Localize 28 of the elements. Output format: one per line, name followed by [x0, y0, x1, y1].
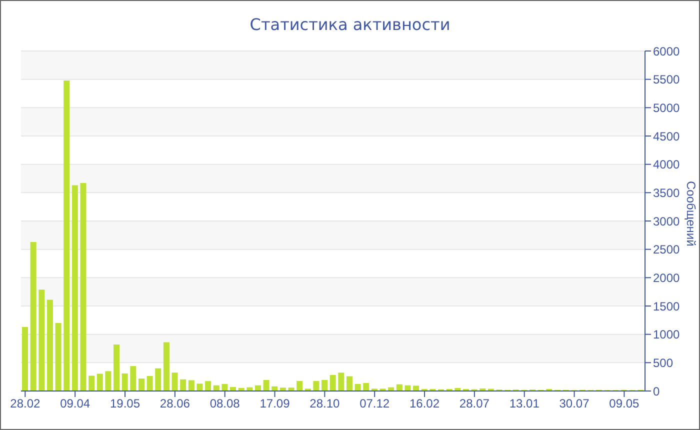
- x-tick-label: 28.06: [160, 396, 190, 411]
- y-tick-label: 4000: [653, 158, 680, 172]
- y-tick-label: 5500: [653, 72, 680, 87]
- y-axis-title: Сообщений: [684, 181, 698, 246]
- y-tick-label: 4500: [653, 129, 680, 144]
- x-tick-label: 09.04: [60, 396, 90, 411]
- x-tick-label: 17.09: [260, 396, 290, 411]
- x-tick-label: 28.02: [10, 396, 40, 411]
- x-tick-label: 19.05: [110, 396, 140, 411]
- y-tick-label: 3000: [653, 214, 680, 228]
- x-tick-label: 30.07: [559, 396, 590, 411]
- y-tick-label: 3500: [653, 186, 680, 200]
- y-tick-label: 5000: [653, 100, 680, 115]
- x-tick-label: 07.12: [360, 396, 390, 411]
- y-tick-label: 1500: [653, 299, 680, 314]
- x-tick-label: 16.02: [410, 396, 440, 411]
- y-tick-label: 0: [653, 384, 660, 398]
- x-tick-label: 28.07: [459, 396, 490, 411]
- x-tick-label: 08.08: [210, 396, 240, 411]
- x-tick-label: 28.10: [310, 396, 340, 411]
- y-tick-label: 500: [653, 356, 674, 370]
- x-tick-label: 13.01: [509, 396, 540, 411]
- x-tick-label: 09.05: [609, 396, 640, 411]
- chart-title: Статистика активности: [248, 15, 452, 34]
- y-tick-label: 2000: [653, 270, 680, 285]
- y-tick-label: 6000: [653, 44, 680, 58]
- y-tick-label: 1000: [653, 328, 680, 342]
- y-tick-label: 2500: [653, 242, 680, 257]
